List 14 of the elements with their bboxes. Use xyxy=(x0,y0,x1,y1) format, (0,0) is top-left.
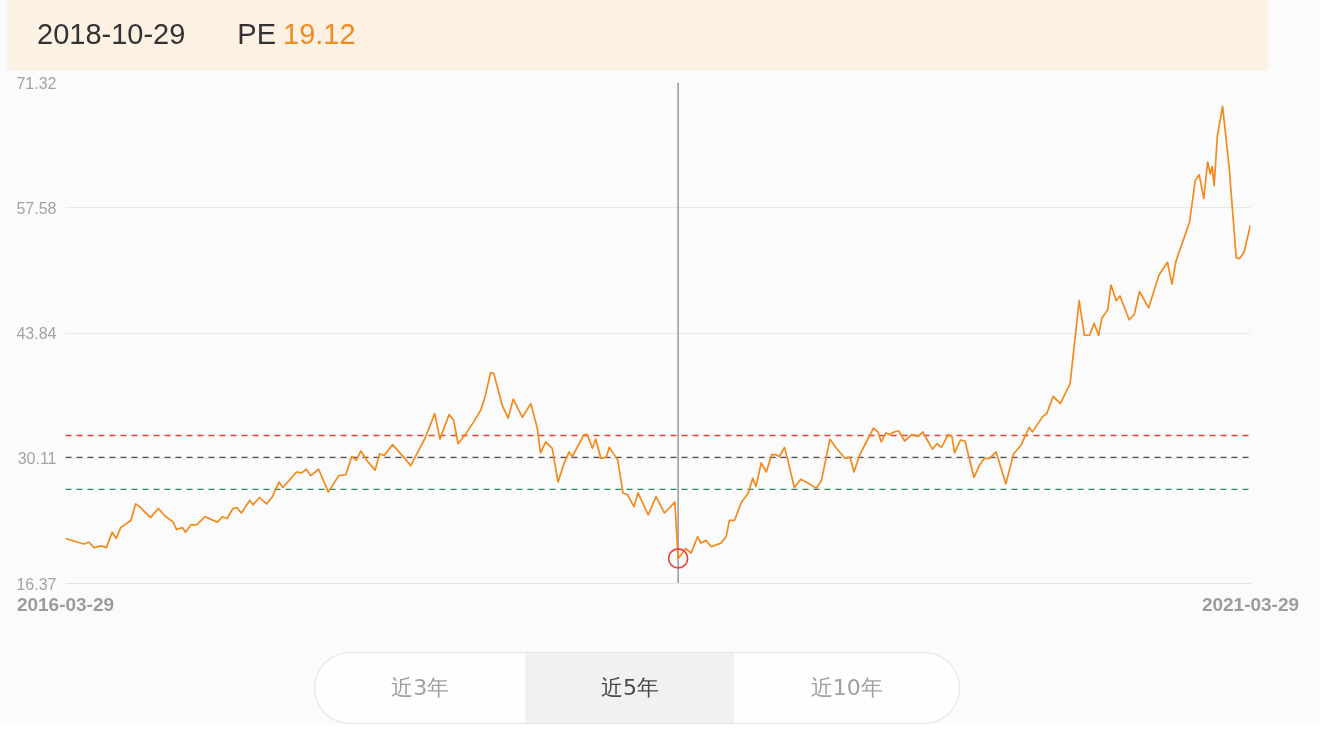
line-series xyxy=(65,105,1251,560)
text: 近5年 xyxy=(524,652,736,724)
x-tick-label: 2016-03-29 xyxy=(16,593,115,615)
text: 近3年 xyxy=(314,652,526,724)
y-tick-label: 43.84 xyxy=(16,325,57,343)
text: 19.12 xyxy=(283,17,356,53)
x-tick-label: 2021-03-29 xyxy=(1201,593,1300,615)
text: PE xyxy=(237,17,277,53)
text: 2018-10-29 xyxy=(37,17,186,53)
y-tick-label: 16.37 xyxy=(16,575,57,593)
y-tick-label: 71.32 xyxy=(16,74,57,92)
y-tick-label: 30.11 xyxy=(17,450,57,468)
y-tick-label: 57.58 xyxy=(16,199,57,217)
text: 近10年 xyxy=(734,652,961,724)
